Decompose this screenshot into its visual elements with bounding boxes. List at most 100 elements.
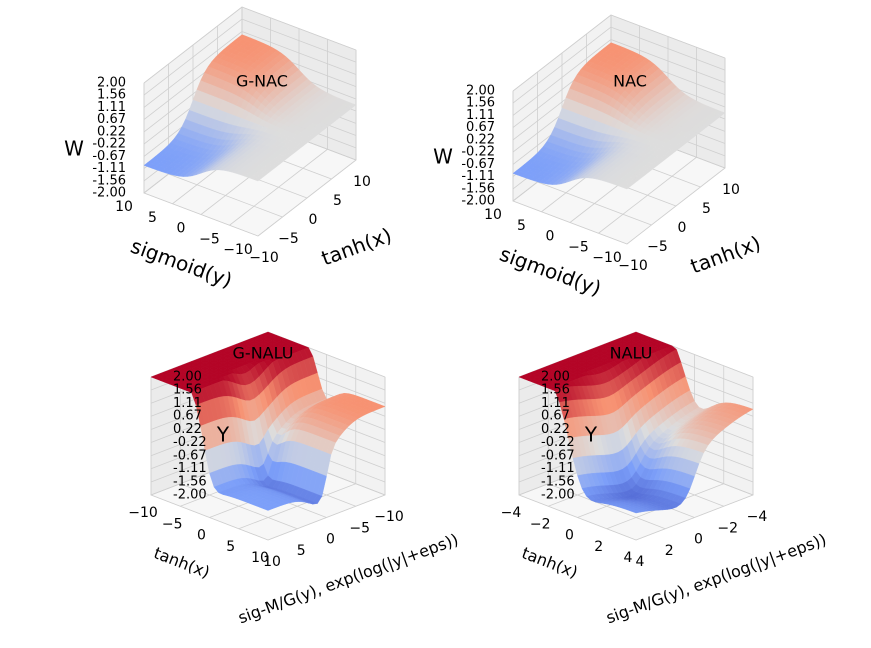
z-tick-label: -1.56 <box>541 475 575 490</box>
y-tick-label: −5 <box>568 239 589 255</box>
x-tick-label: −10 <box>128 505 158 521</box>
y-tick-label: −5 <box>349 520 370 536</box>
surface-patch <box>622 184 632 190</box>
z-tick-label: -2.00 <box>92 186 126 201</box>
z-tick-label: -0.22 <box>461 145 495 160</box>
grid-line <box>241 18 357 63</box>
z-tick-label: -1.11 <box>92 161 126 176</box>
z-tick-label: 0.67 <box>541 409 570 424</box>
z-tick-label: -1.11 <box>461 169 495 184</box>
y-tick-label: −5 <box>199 231 220 247</box>
z-axis-label: Y <box>584 423 598 447</box>
z-tick-label: -1.56 <box>173 475 207 490</box>
z-tick-label: -1.56 <box>461 181 495 196</box>
z-tick-label: 2.00 <box>541 370 570 385</box>
grid-line <box>143 31 243 108</box>
z-tick-label: 1.56 <box>466 96 495 111</box>
surface-patch <box>630 510 642 514</box>
z-tick-label: -0.67 <box>541 448 575 463</box>
z-tick-label: 2.00 <box>466 84 495 99</box>
panel-0 <box>143 6 357 237</box>
x-tick-label: 0 <box>678 220 687 236</box>
z-tick-label: 2.00 <box>173 370 202 385</box>
x-tick-label: 10 <box>353 174 371 190</box>
z-tick-label: 1.11 <box>541 396 570 411</box>
z-tick-label: 1.56 <box>97 88 126 103</box>
x-tick-label: −5 <box>647 239 668 255</box>
grid-line <box>512 14 612 92</box>
y-tick-label: 0 <box>694 532 703 548</box>
z-axis-label: W <box>433 145 453 169</box>
grid-line <box>143 18 243 96</box>
y-tick-label: −10 <box>374 509 404 525</box>
z-tick-label: 0.22 <box>173 422 202 437</box>
y-tick-label: 5 <box>297 543 306 559</box>
z-tick-label: -0.22 <box>92 137 126 152</box>
z-tick-label: -1.11 <box>173 461 207 476</box>
x-tick-label: 5 <box>702 201 711 217</box>
z-tick-label: 0.67 <box>97 112 126 127</box>
y-tick-label: −2 <box>717 520 738 536</box>
surface-patch <box>262 506 274 511</box>
grid-line <box>241 6 357 51</box>
z-tick-label: -0.67 <box>461 157 495 172</box>
z-tick-label: -1.56 <box>92 173 126 188</box>
x-tick-label: 0 <box>309 212 318 228</box>
z-tick-label: -0.67 <box>92 149 126 164</box>
x-tick-label: −10 <box>249 250 279 266</box>
grid-line <box>512 39 612 116</box>
panel-title: G-NALU <box>233 344 294 363</box>
x-tick-label: 0 <box>197 528 206 544</box>
y-tick-label: 0 <box>326 532 335 548</box>
y-tick-label: 5 <box>517 218 526 234</box>
panel-title: G-NAC <box>236 72 288 91</box>
grid-line <box>512 26 612 104</box>
x-tick-label: 4 <box>624 550 633 566</box>
panel-title: NAC <box>613 72 647 91</box>
z-tick-label: 0.22 <box>466 132 495 147</box>
z-tick-label: -0.67 <box>173 448 207 463</box>
y-tick-label: −4 <box>747 509 768 525</box>
panel-3 <box>518 331 754 541</box>
z-tick-label: -0.22 <box>173 435 207 450</box>
z-tick-label: 1.11 <box>173 396 202 411</box>
grid-line <box>610 39 726 83</box>
x-tick-label: 0 <box>565 528 574 544</box>
x-tick-label: 10 <box>722 182 740 198</box>
grid-line <box>143 6 243 84</box>
y-tick-label: −10 <box>592 250 622 266</box>
surface-patch <box>253 176 263 182</box>
y-tick-label: 0 <box>546 229 555 245</box>
x-tick-label: −2 <box>530 516 551 532</box>
y-tick-label: 4 <box>636 554 645 570</box>
z-tick-label: 0.67 <box>466 120 495 135</box>
z-tick-label: -2.00 <box>461 194 495 209</box>
x-tick-label: −5 <box>278 231 299 247</box>
z-tick-label: -0.22 <box>541 435 575 450</box>
x-tick-label: −5 <box>162 516 183 532</box>
x-tick-label: 2 <box>594 539 603 555</box>
z-tick-label: 1.11 <box>97 100 126 115</box>
grid-line <box>610 26 726 71</box>
z-tick-label: -2.00 <box>541 488 575 503</box>
x-tick-label: 10 <box>251 550 269 566</box>
z-tick-label: 0.22 <box>541 422 570 437</box>
z-tick-label: 0.67 <box>173 409 202 424</box>
y-tick-label: 10 <box>484 207 502 223</box>
x-tick-label: −4 <box>501 505 522 521</box>
z-axis-label: W <box>64 137 84 161</box>
x-tick-label: −10 <box>618 258 648 274</box>
z-tick-label: -1.11 <box>541 461 575 476</box>
z-tick-label: 2.00 <box>97 76 126 91</box>
z-tick-label: 1.56 <box>541 382 570 397</box>
z-tick-label: 0.22 <box>97 124 126 139</box>
panel-2 <box>150 331 386 541</box>
y-tick-label: 2 <box>665 543 674 559</box>
y-tick-label: −10 <box>223 242 253 258</box>
y-tick-label: 10 <box>263 554 281 570</box>
y-tick-label: 0 <box>177 221 186 237</box>
y-tick-label: 5 <box>148 210 157 226</box>
panel-1 <box>512 14 726 245</box>
grid-line <box>610 14 726 59</box>
